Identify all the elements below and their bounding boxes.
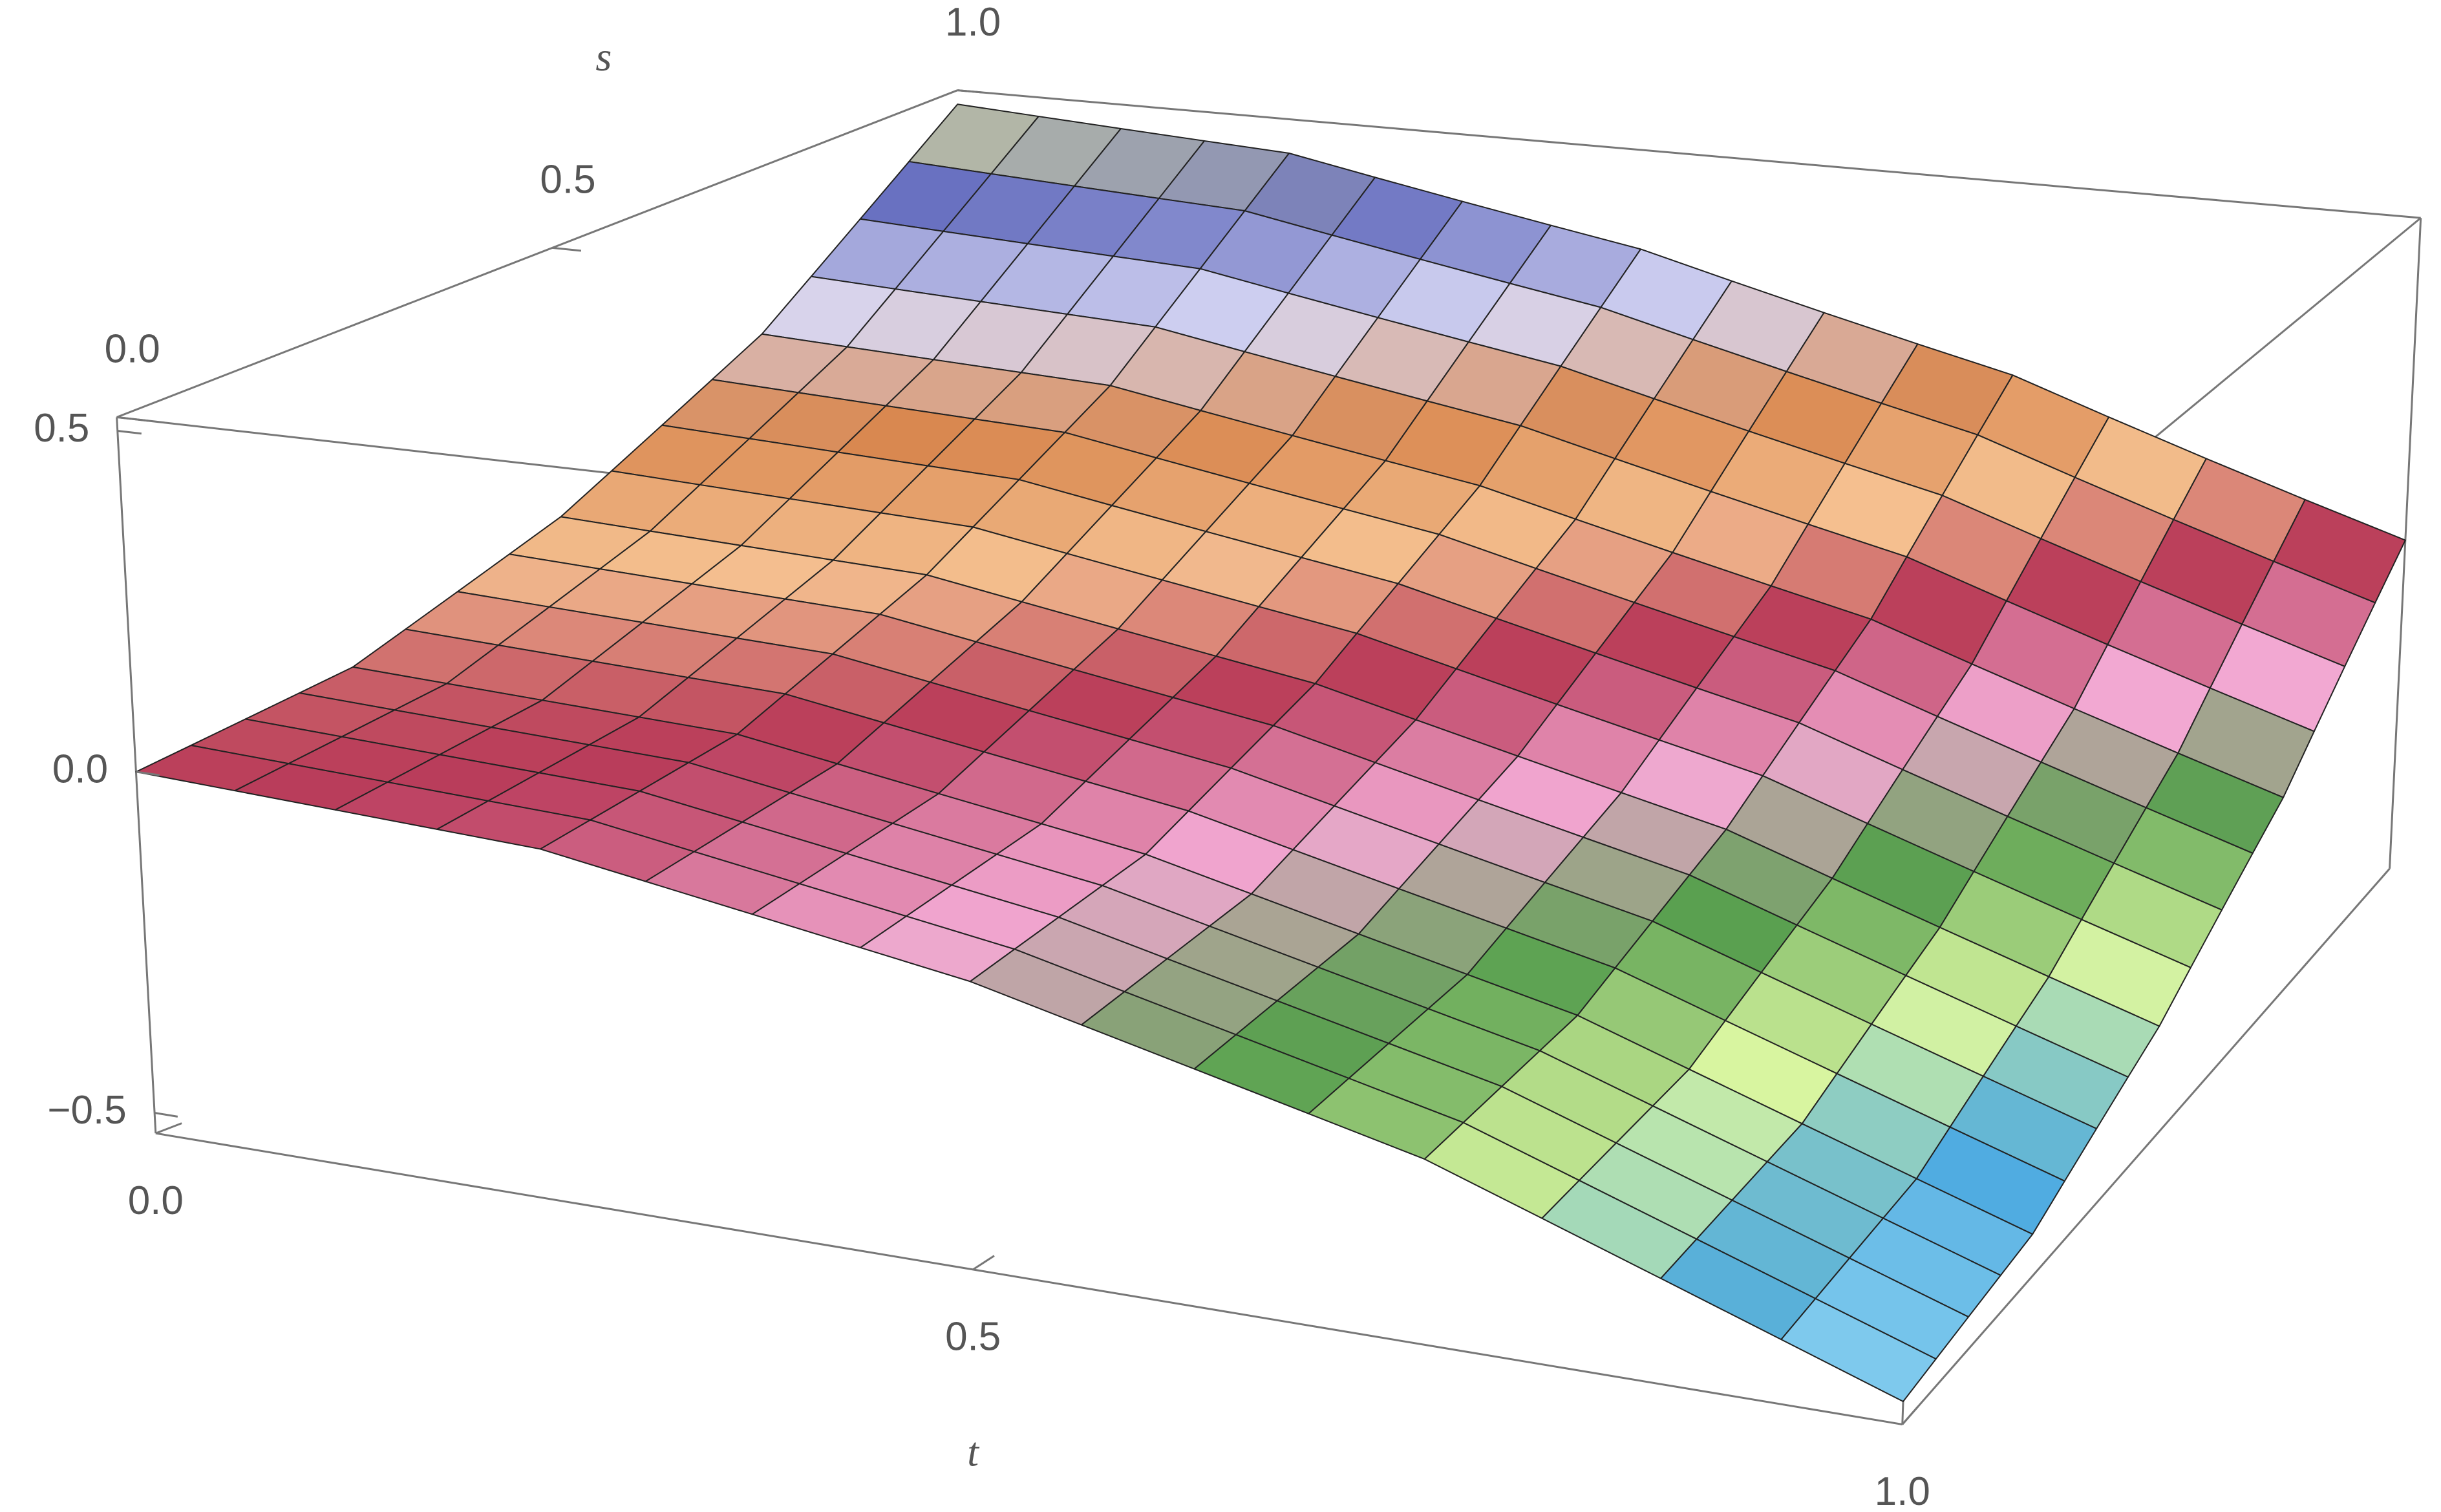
z-tick (136, 771, 160, 776)
z-tick-label: 0.0 (52, 747, 108, 791)
x-tick-label: 1.0 (1875, 1469, 1930, 1512)
z-tick-label: 0.5 (34, 406, 89, 451)
y-tick (552, 246, 582, 252)
y-tick (957, 89, 984, 94)
y-tick-label: 0.5 (540, 158, 595, 202)
box-edge (116, 89, 958, 418)
y-tick (116, 416, 149, 422)
y-tick-label: 0.0 (105, 327, 160, 372)
box-edge (957, 89, 2421, 219)
z-tick-label: −0.5 (47, 1088, 126, 1133)
x-tick (1901, 1405, 1919, 1425)
x-tick-label: 0.5 (945, 1315, 1001, 1359)
surface-patch (1780, 1297, 1937, 1403)
z-tick (117, 429, 142, 435)
box-edge (155, 1132, 1903, 1425)
box-edge (1901, 868, 2391, 1425)
y-axis-title: s (595, 34, 612, 80)
x-tick-label: 0.0 (128, 1178, 184, 1223)
z-tick (154, 1112, 178, 1118)
box-edge (2389, 218, 2422, 869)
box-edge (116, 417, 157, 1134)
x-axis-title: t (967, 1429, 980, 1475)
y-tick-label: 1.0 (945, 0, 1001, 45)
x-tick (972, 1255, 995, 1271)
x-tick (155, 1122, 182, 1134)
